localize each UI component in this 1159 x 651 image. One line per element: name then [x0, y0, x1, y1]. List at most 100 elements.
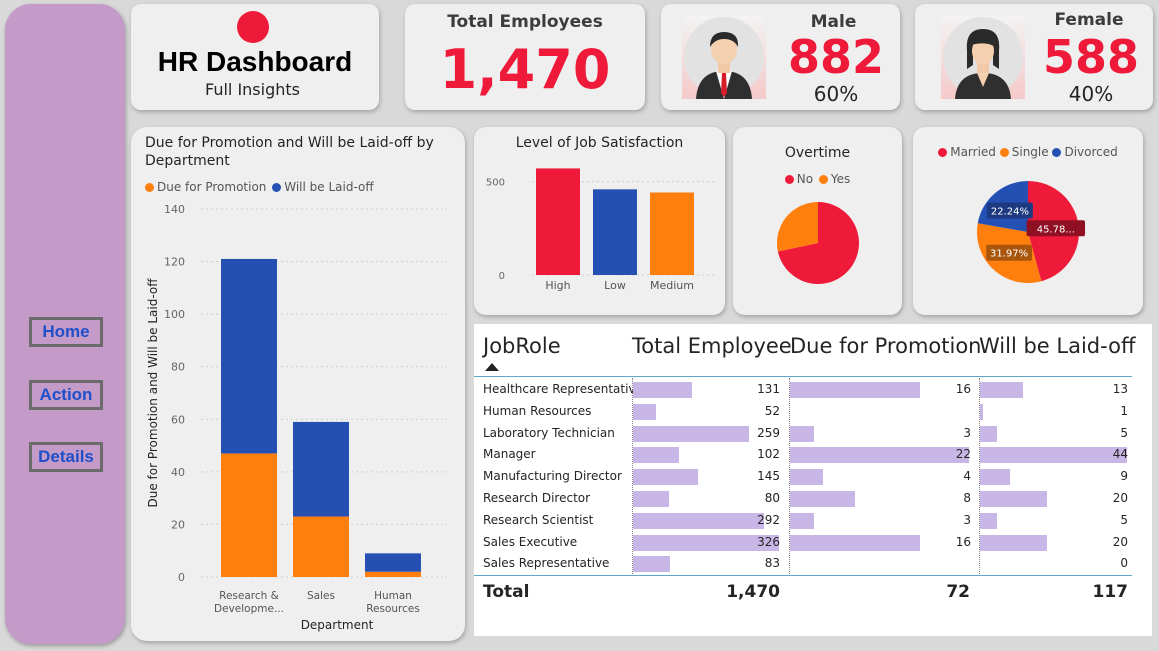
- pie-data-label: 22.24%: [987, 202, 1033, 219]
- cell-total-employee: 52: [764, 403, 780, 418]
- pie-data-label: 31.97%: [986, 244, 1032, 261]
- page-subtitle: Full Insights: [205, 80, 300, 99]
- header-jobrole[interactable]: JobRole: [483, 334, 561, 358]
- column-divider: [979, 378, 980, 574]
- x-tick-label: Sales: [307, 590, 335, 602]
- bar-medium[interactable]: [650, 192, 694, 275]
- cell-due-for-promotion: 3: [963, 512, 971, 527]
- job-role-table: JobRole Total Employee Due for Promotion…: [474, 324, 1152, 636]
- bar-laid-off[interactable]: [221, 258, 277, 454]
- bar-laid-off[interactable]: [293, 421, 349, 517]
- job-satisfaction-bar-chart: 0 500 High Low Medium: [486, 168, 714, 292]
- sort-ascending-icon[interactable]: [485, 363, 499, 371]
- bar-due-for-promotion: [790, 382, 921, 398]
- marital-status-card: Married Single Divorced 45.78... 31.97% 22…: [913, 127, 1143, 315]
- cell-jobrole: Sales Executive: [483, 534, 578, 549]
- svg-text:22.24%: 22.24%: [991, 207, 1029, 218]
- details-button[interactable]: Details: [29, 442, 103, 472]
- x-tick-label: Human Resources: [366, 590, 420, 615]
- table-row[interactable]: Research Scientist 292 3 5: [474, 510, 1152, 532]
- overtime-legend: No Yes: [733, 172, 902, 186]
- cell-will-be-laid-off: 5: [1120, 425, 1128, 440]
- bar-will-be-laid-off: [980, 403, 984, 420]
- x-tick-label: Research & Developme...: [214, 590, 284, 615]
- table-row[interactable]: Research Director 80 8 20: [474, 488, 1152, 510]
- cell-due-for-promotion: 3: [963, 425, 971, 440]
- table-row[interactable]: Manufacturing Director 145 4 9: [474, 466, 1152, 488]
- bar-high[interactable]: [536, 168, 580, 275]
- red-dot-icon: [237, 11, 269, 43]
- bar-due-for-promotion: [790, 491, 856, 507]
- header-due-for-promotion[interactable]: Due for Promotion: [790, 334, 982, 358]
- table-row[interactable]: Human Resources 52 1: [474, 401, 1152, 423]
- cell-will-be-laid-off: 1: [1120, 403, 1128, 418]
- bar-due-for-promotion: [790, 447, 969, 464]
- cell-jobrole: Sales Representative: [483, 556, 610, 571]
- totals-promotion: 72: [946, 582, 970, 602]
- cell-will-be-laid-off: 5: [1120, 512, 1128, 527]
- legend-item-laid-off: Will be Laid-off: [272, 180, 374, 194]
- cell-total-employee: 80: [764, 491, 780, 505]
- totals-total: 1,470: [726, 582, 780, 602]
- cell-total-employee: 145: [757, 469, 780, 484]
- table-row[interactable]: Sales Representative 83 0: [474, 553, 1152, 575]
- y-tick-label: 120: [164, 256, 185, 269]
- marital-status-pie-chart: 45.78... 31.97% 22.24%: [977, 181, 1086, 283]
- bar-due-for-promotion: [790, 425, 815, 442]
- sidebar: Home Action Details: [5, 4, 125, 644]
- y-tick-label: 60: [171, 413, 185, 426]
- header-will-be-laid-off[interactable]: Will be Laid-off: [979, 334, 1136, 358]
- y-tick-label: 20: [171, 518, 185, 531]
- male-label: Male: [810, 12, 857, 32]
- cell-total-employee: 102: [757, 447, 780, 462]
- cell-will-be-laid-off: 20: [1112, 534, 1128, 549]
- bar-total-employee: [633, 512, 764, 529]
- cell-jobrole: Manufacturing Director: [483, 469, 622, 484]
- male-avatar-icon: [682, 15, 766, 99]
- bar-promotion[interactable]: [365, 571, 421, 577]
- bar-due-for-promotion: [790, 534, 921, 551]
- header-total-employee[interactable]: Total Employee: [632, 334, 792, 358]
- cell-total-employee: 83: [764, 556, 780, 571]
- y-tick-label: 40: [171, 466, 185, 479]
- action-button[interactable]: Action: [29, 380, 103, 410]
- y-tick-label: 80: [171, 361, 185, 374]
- legend-item-yes: Yes: [818, 172, 850, 186]
- job-satisfaction-card: Level of Job Satisfaction 0 500 High Low Med…: [474, 127, 725, 315]
- pie-slice-no[interactable]: [777, 202, 859, 284]
- bar-laid-off[interactable]: [365, 553, 421, 572]
- marital-legend: Married Single Divorced: [913, 145, 1143, 159]
- table-row[interactable]: Laboratory Technician 259 3 5: [474, 423, 1152, 445]
- bar-total-employee: [633, 556, 671, 573]
- cell-will-be-laid-off: 44: [1112, 447, 1128, 462]
- cell-total-employee: 292: [757, 512, 780, 527]
- pie-slice-yes[interactable]: [777, 202, 818, 252]
- bar-low[interactable]: [593, 189, 637, 275]
- bar-total-employee: [633, 447, 679, 464]
- bar-promotion[interactable]: [293, 516, 349, 577]
- cell-due-for-promotion: 16: [955, 534, 971, 549]
- bar-will-be-laid-off: [980, 491, 1047, 507]
- table-row[interactable]: Healthcare Representative 131 16 13: [474, 379, 1152, 401]
- cell-jobrole: Human Resources: [483, 403, 592, 418]
- male-card: Male 882 60%: [661, 4, 900, 110]
- bar-will-be-laid-off: [980, 447, 1127, 464]
- table-row[interactable]: Sales Executive 326 16 20: [474, 532, 1152, 554]
- pie-data-label: 45.78...: [1026, 220, 1086, 237]
- total-employees-value: 1,470: [439, 38, 611, 101]
- bar-total-employee: [633, 534, 779, 551]
- totals-label: Total: [483, 582, 530, 602]
- female-percent: 40%: [1068, 82, 1114, 106]
- cell-jobrole: Manager: [483, 447, 536, 462]
- home-button[interactable]: Home: [29, 317, 103, 347]
- total-employees-card: Total Employees 1,470: [405, 4, 645, 110]
- bar-promotion[interactable]: [221, 453, 277, 577]
- totals-row: Total 1,470 72 117: [474, 580, 1152, 606]
- bar-will-be-laid-off: [980, 425, 997, 442]
- overtime-title: Overtime: [784, 145, 851, 161]
- column-divider: [632, 378, 633, 574]
- table-row[interactable]: Manager 102 22 44: [474, 444, 1152, 466]
- bar-will-be-laid-off: [980, 534, 1047, 551]
- cell-will-be-laid-off: 9: [1120, 469, 1128, 484]
- bar-total-employee: [633, 425, 749, 442]
